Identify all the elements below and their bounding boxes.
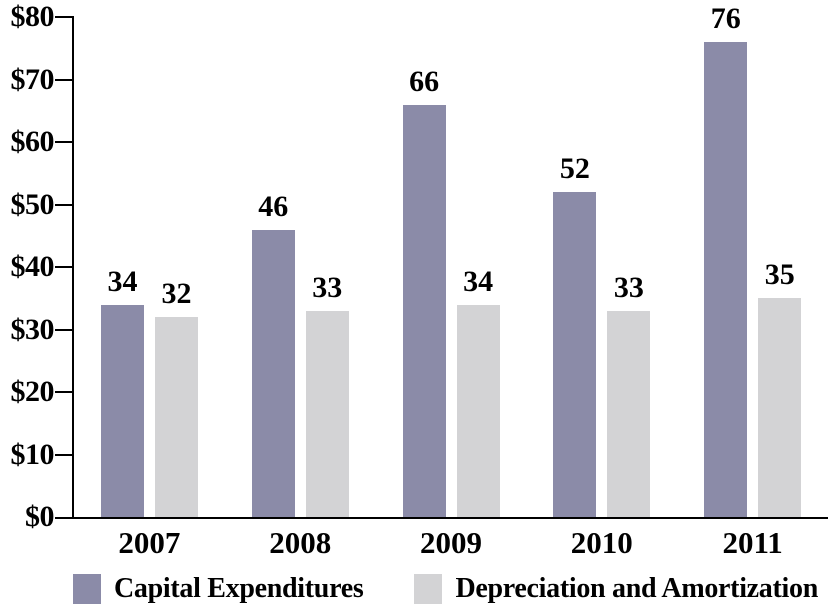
x-axis-line [55, 517, 828, 519]
bar-depreciation-and-amortization-2008 [305, 310, 349, 517]
y-axis-tick-label: $70 [10, 62, 55, 96]
legend-swatch [73, 574, 101, 604]
x-axis-tick-label: 2009 [420, 525, 482, 560]
bar-depreciation-and-amortization-2007 [155, 317, 198, 517]
legend: Capital Expenditures Depreciation and Amo… [73, 570, 818, 608]
bar-capital-expenditures-2009 [402, 104, 446, 517]
bar-value-label: 33 [312, 270, 343, 304]
y-axis-tick-label: $30 [10, 312, 55, 346]
bar-capital-expenditures-2007 [101, 304, 144, 517]
bar-capital-expenditures-2008 [251, 229, 295, 517]
y-tick [55, 328, 73, 331]
legend-label: Capital Expenditures [114, 573, 364, 604]
y-tick [55, 16, 73, 18]
y-axis-tick-label: $20 [10, 375, 55, 408]
y-axis-line [72, 16, 74, 519]
bar-value-label: 76 [710, 2, 741, 35]
y-tick [55, 203, 73, 206]
y-tick [55, 453, 73, 456]
bar-depreciation-and-amortization-2011 [758, 298, 802, 517]
bar-capital-expenditures-2011 [704, 42, 748, 517]
legend-swatch [414, 574, 443, 604]
y-axis-tick-label: $10 [10, 437, 55, 471]
legend-item-capital-expenditures: Capital Expenditures [73, 573, 364, 605]
y-axis-tick-label: $50 [10, 187, 55, 221]
y-tick [55, 78, 73, 81]
x-axis-tick-label: 2011 [722, 525, 783, 560]
y-tick [55, 391, 73, 393]
bar-depreciation-and-amortization-2009 [456, 304, 500, 517]
bar-capital-expenditures-2010 [553, 192, 597, 517]
y-tick [55, 266, 73, 268]
y-axis-tick-label: $60 [10, 125, 55, 158]
legend-label: Depreciation and Amortization [455, 573, 818, 604]
y-tick [55, 141, 73, 143]
x-axis-tick-label: 2008 [269, 525, 332, 560]
y-axis-tick-label: $40 [10, 250, 55, 283]
bar-value-label: 46 [258, 189, 289, 223]
bar-value-label: 34 [107, 264, 138, 298]
bar-value-label: 66 [409, 64, 440, 98]
y-axis-tick-label: $0 [25, 500, 55, 533]
bar-value-label: 35 [764, 258, 795, 292]
x-axis-tick-label: 2007 [118, 525, 181, 560]
bar-value-label: 33 [613, 270, 644, 304]
bar-value-label: 34 [463, 264, 494, 298]
legend-item-depreciation-and-amortization: Depreciation and Amortization [414, 573, 818, 605]
bar-depreciation-and-amortization-2010 [607, 310, 651, 517]
y-axis-tick-label: $80 [10, 0, 55, 33]
x-axis-tick-label: 2010 [570, 525, 633, 560]
bar-value-label: 52 [559, 152, 590, 185]
bar-value-label: 32 [161, 277, 192, 310]
